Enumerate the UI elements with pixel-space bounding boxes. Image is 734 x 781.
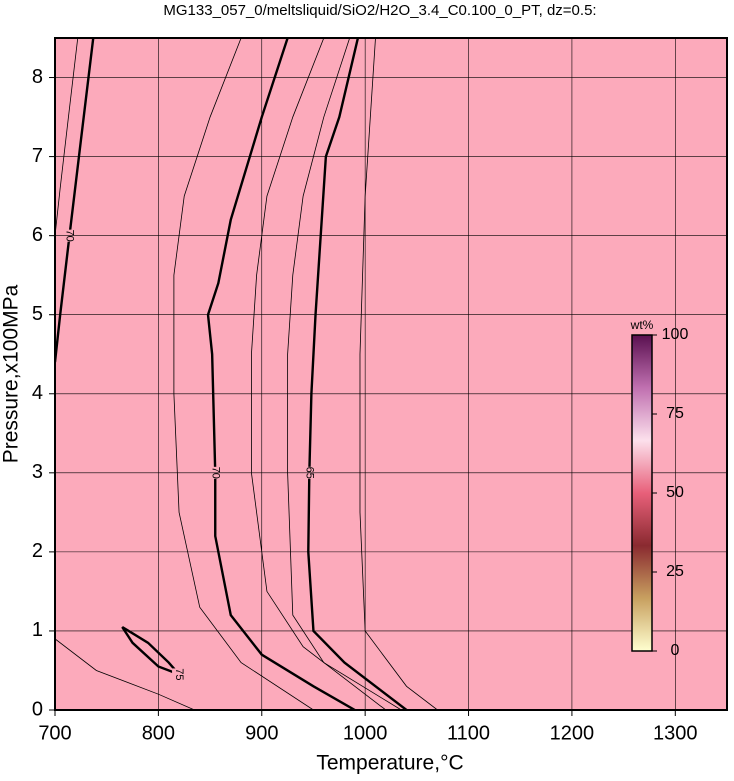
y-tick-label: 0	[32, 698, 43, 720]
contour-label: 75	[173, 668, 185, 680]
contour-line	[55, 638, 195, 710]
x-tick-label: 700	[38, 722, 71, 744]
colorbar-tick-label: 100	[662, 326, 689, 343]
x-tick-label: 1300	[653, 722, 698, 744]
colorbar-tick-label: 0	[671, 642, 680, 659]
contour-label-bg	[172, 668, 187, 681]
colorbar-tick-label: 25	[666, 563, 684, 580]
plot-background	[55, 38, 727, 710]
x-tick-label: 900	[245, 722, 278, 744]
colorbar-tick-label: 50	[666, 484, 684, 501]
y-tick-label: 5	[32, 303, 43, 325]
x-tick-label: 1000	[343, 722, 388, 744]
colorbar-label: wt%	[630, 318, 654, 332]
x-axis-label: Temperature,°C	[316, 752, 463, 775]
contour-line	[307, 38, 408, 710]
y-tick-label: 6	[32, 224, 43, 246]
y-tick-label: 1	[32, 619, 43, 641]
chart-title: MG133_057_0/meltsliquid/SiO2/H2O_3.4_C0.…	[163, 2, 596, 19]
x-tick-label: 800	[142, 722, 175, 744]
plot-frame	[54, 37, 728, 711]
y-tick-label: 7	[32, 145, 43, 167]
colorbar	[631, 334, 653, 652]
y-tick-label: 4	[32, 382, 43, 404]
y-tick-label: 3	[32, 461, 43, 483]
contour-line	[206, 38, 356, 710]
y-tick-label: 8	[32, 66, 43, 88]
x-tick-label: 1100	[447, 722, 490, 744]
y-tick-label: 2	[32, 540, 43, 562]
y-axis-label: Pressure,x100MPa	[0, 284, 23, 463]
colorbar-tick-label: 75	[666, 405, 684, 422]
x-tick-label: 1200	[550, 722, 595, 744]
